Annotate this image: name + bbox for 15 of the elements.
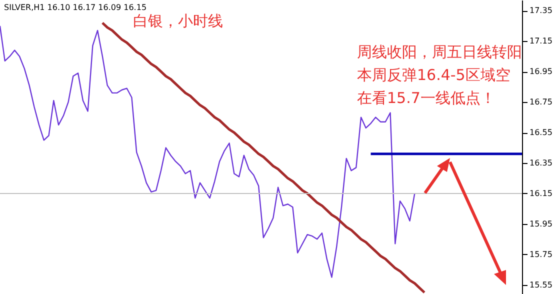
y-tick-label: 15.75 [530,250,552,259]
y-tick-label: 16.35 [530,158,552,168]
y-tick-label: 17.35 [530,6,552,16]
annotation: 白银，小时线 [133,12,223,30]
y-tick-label: 17.15 [530,36,552,46]
y-tick-label: 16.75 [530,98,552,107]
y-tick-label: 15.55 [530,280,552,290]
annotation: 在看15.7一线低点！ [357,89,496,107]
annotation: 周线收阳，周五日线转阳 [357,43,522,61]
annotation: 本周反弹16.4-5区域空 [357,66,510,84]
y-tick-label: 15.95 [530,219,552,228]
y-tick-label: 16.55 [530,128,552,138]
y-tick-label: 16.95 [530,67,552,76]
y-tick-label: 16.15 [530,188,552,198]
chart-title: SILVER,H1 16.10 16.17 16.09 16.15 [4,3,147,12]
